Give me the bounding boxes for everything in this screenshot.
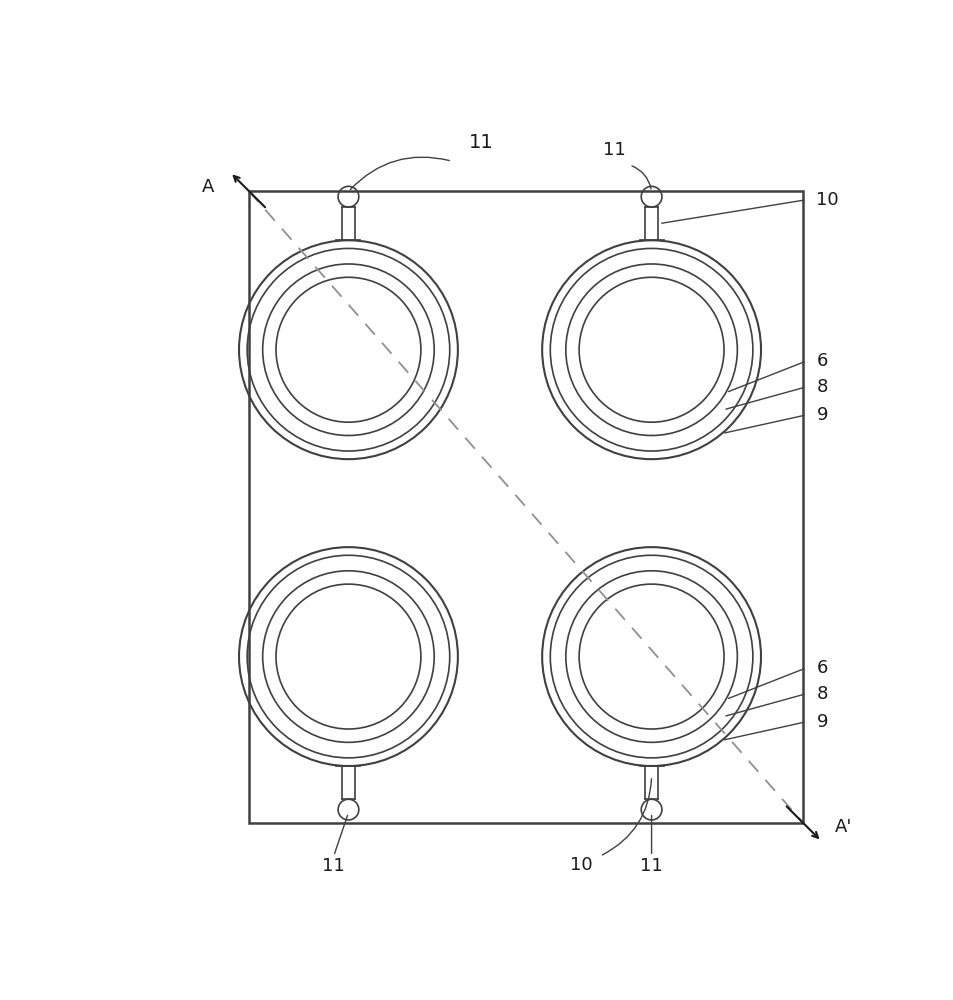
Bar [249,191,802,823]
Text: 6: 6 [816,352,827,370]
Text: A: A [202,178,213,196]
Text: 10: 10 [570,856,592,874]
Text: 9: 9 [816,713,827,731]
Text: 11: 11 [639,857,662,875]
Text: 10: 10 [816,191,839,209]
Text: 11: 11 [322,857,345,875]
Text: 8: 8 [816,378,827,396]
Text: 11: 11 [602,141,625,159]
Text: 8: 8 [816,685,827,703]
Text: 6: 6 [816,659,827,677]
Text: 9: 9 [816,406,827,424]
Text: 11: 11 [469,133,494,152]
Text: A': A' [834,818,852,836]
